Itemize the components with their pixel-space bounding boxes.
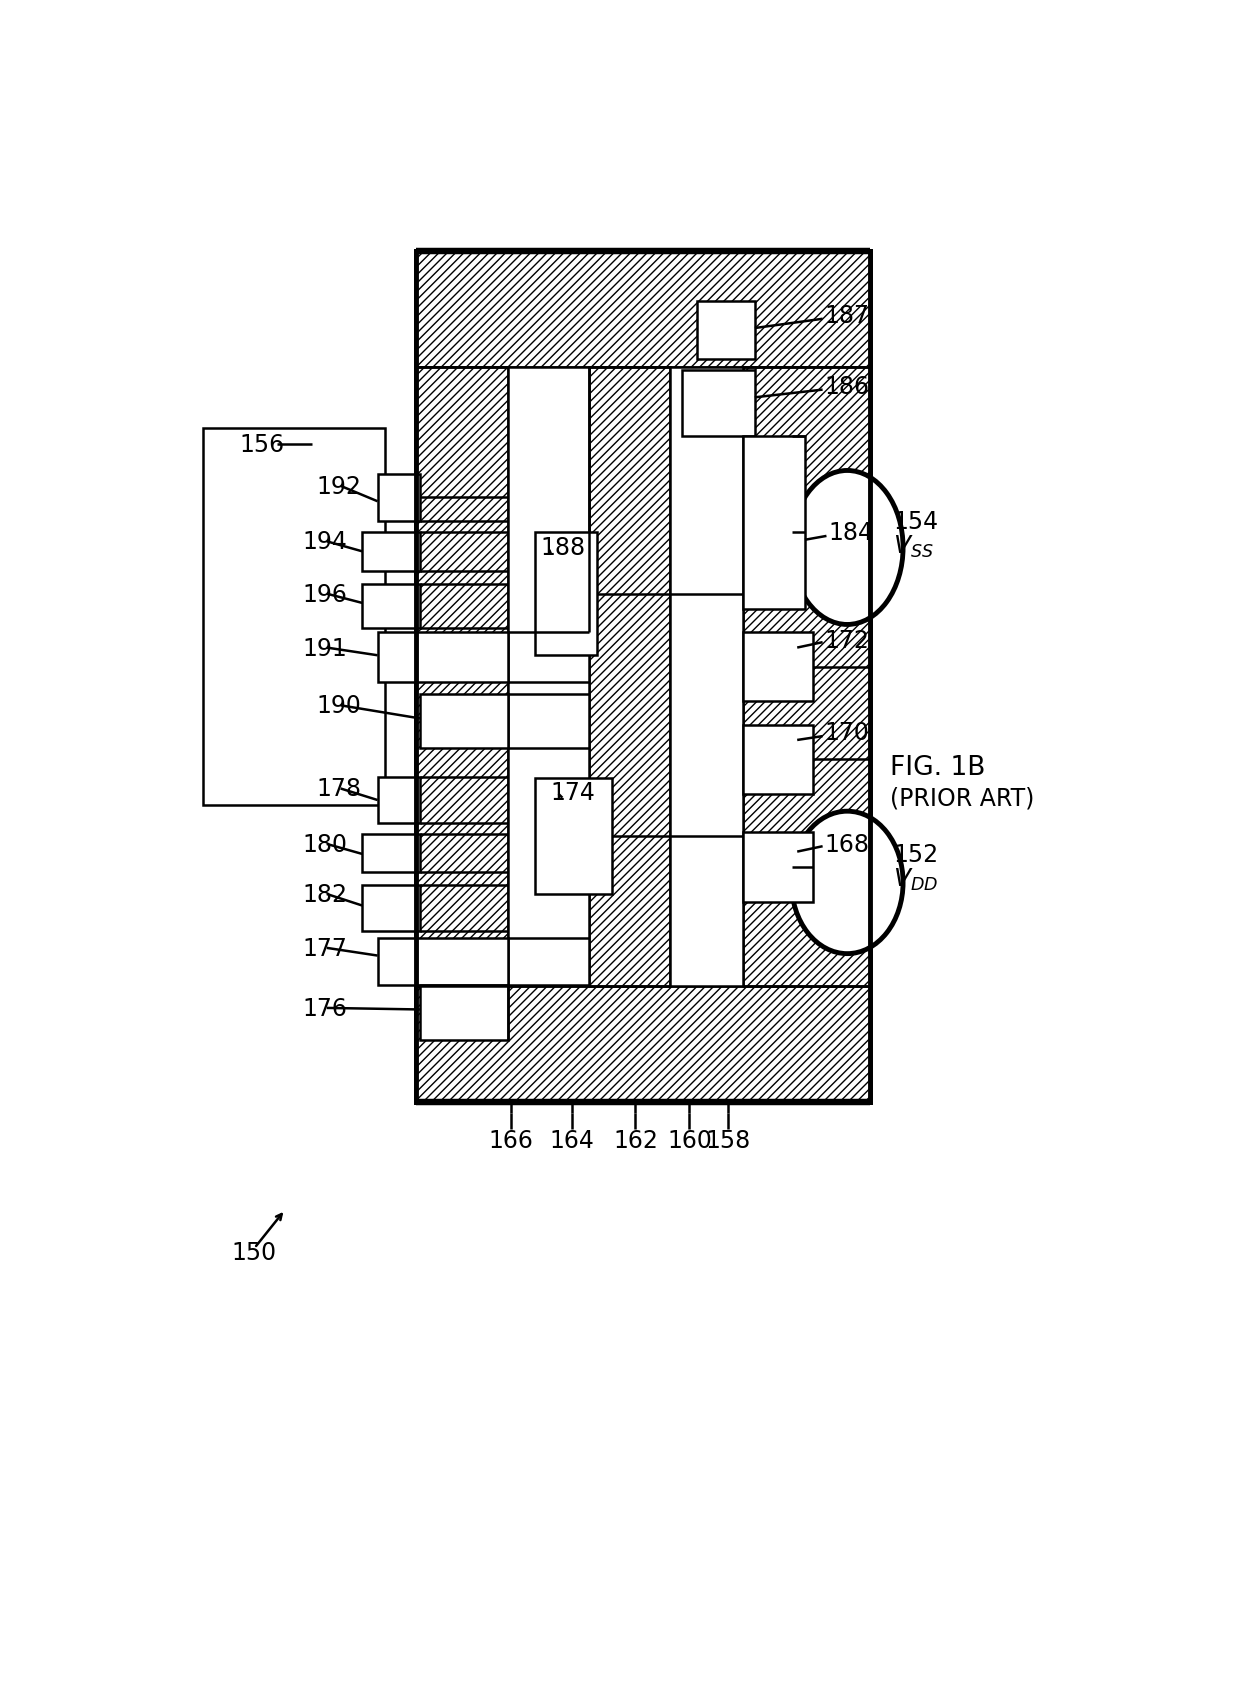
Bar <box>377 632 508 683</box>
Bar <box>377 474 420 521</box>
Bar <box>682 372 755 437</box>
Text: 194: 194 <box>303 530 347 553</box>
Text: 154: 154 <box>894 510 939 533</box>
Bar <box>377 939 508 986</box>
Bar <box>362 885 420 932</box>
Bar <box>743 367 870 987</box>
Bar <box>417 252 870 1102</box>
Text: 172: 172 <box>825 629 869 653</box>
Text: 192: 192 <box>316 474 361 498</box>
Text: 158: 158 <box>706 1129 750 1152</box>
Text: 160: 160 <box>667 1129 712 1152</box>
Text: $V_{SS}$: $V_{SS}$ <box>894 533 934 560</box>
Bar <box>536 533 596 656</box>
Text: 186: 186 <box>825 375 869 399</box>
Bar <box>670 367 743 987</box>
Text: 170: 170 <box>825 722 869 745</box>
Text: 187: 187 <box>825 304 869 328</box>
Bar <box>362 585 420 629</box>
Text: 152: 152 <box>894 843 939 866</box>
Text: 166: 166 <box>489 1129 533 1152</box>
Text: 168: 168 <box>825 833 869 856</box>
Ellipse shape <box>791 812 903 954</box>
Bar <box>420 695 508 748</box>
Text: 156: 156 <box>239 432 284 456</box>
Text: 180: 180 <box>303 833 347 856</box>
Text: 174: 174 <box>551 780 595 806</box>
Text: 177: 177 <box>303 937 347 960</box>
Bar <box>536 779 613 895</box>
Bar <box>417 252 870 1102</box>
Bar <box>743 833 812 902</box>
Text: 178: 178 <box>316 777 361 801</box>
Bar <box>377 777 420 824</box>
Bar <box>203 429 386 806</box>
Text: (PRIOR ART): (PRIOR ART) <box>889 785 1034 811</box>
Text: 162: 162 <box>613 1129 658 1152</box>
Text: 184: 184 <box>828 521 873 545</box>
Bar <box>697 301 755 360</box>
Bar <box>420 986 508 1041</box>
Text: 150: 150 <box>231 1240 277 1265</box>
Text: 176: 176 <box>303 996 347 1021</box>
Bar <box>508 367 589 987</box>
Bar <box>743 632 812 701</box>
Text: 196: 196 <box>303 582 347 606</box>
Ellipse shape <box>791 471 903 626</box>
Bar <box>589 367 670 987</box>
Bar <box>417 252 870 367</box>
Text: 190: 190 <box>316 695 361 718</box>
Bar <box>362 533 420 572</box>
Bar <box>417 987 870 1102</box>
Text: 191: 191 <box>303 636 347 659</box>
Bar <box>743 437 805 609</box>
Bar <box>743 725 812 794</box>
Text: 164: 164 <box>549 1129 595 1152</box>
Text: FIG. 1B: FIG. 1B <box>889 755 985 780</box>
Text: 188: 188 <box>541 537 587 560</box>
Text: 182: 182 <box>303 883 347 907</box>
Text: $V_{DD}$: $V_{DD}$ <box>894 866 939 891</box>
Bar <box>417 367 508 987</box>
Bar <box>362 834 420 873</box>
